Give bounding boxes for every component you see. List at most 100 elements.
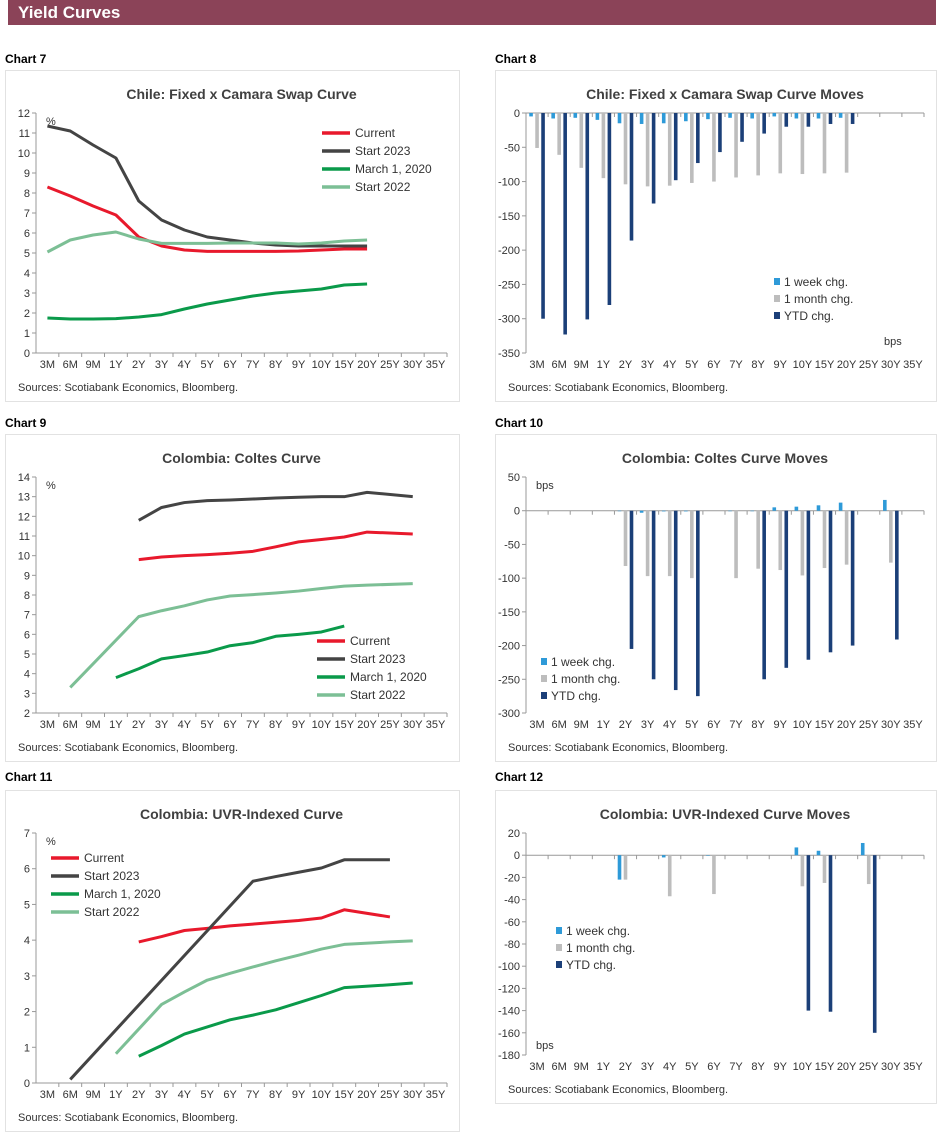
x-tick-label: 30Y — [403, 1089, 423, 1101]
x-tick-label: 1Y — [597, 359, 611, 371]
source-note: Sources: Scotiabank Economics, Bloomberg… — [508, 1084, 728, 1096]
x-tick-label: 2Y — [132, 359, 146, 371]
bar-1-week-chg- — [772, 507, 777, 511]
y-tick-label: -80 — [504, 939, 520, 951]
x-tick-label: 8Y — [269, 719, 283, 731]
bar-1-month-chg- — [667, 113, 672, 186]
x-tick-label: 7Y — [729, 359, 743, 371]
chart-svg: Chile: Fixed x Camara Swap Curve01234567… — [18, 86, 448, 394]
series-line-start-2023 — [138, 490, 413, 522]
x-tick-label: 8Y — [751, 359, 765, 371]
x-tick-label: 9Y — [292, 359, 306, 371]
bar-1-week-chg- — [838, 502, 843, 511]
y-tick-label: 14 — [18, 472, 30, 484]
bar-1-month-chg- — [889, 510, 893, 563]
bar-ytd-chg- — [850, 113, 855, 124]
y-tick-label: -200 — [498, 245, 520, 257]
x-tick-label: 7Y — [246, 719, 260, 731]
y-tick-label: 0 — [514, 506, 520, 518]
series-line-march-1-2020 — [115, 624, 345, 679]
bar-ytd-chg- — [696, 113, 700, 164]
y-tick-label: -300 — [498, 708, 520, 720]
bar-ytd-chg- — [629, 113, 634, 241]
y-tick-label: 4 — [24, 935, 30, 947]
x-tick-label: 7Y — [246, 359, 260, 371]
x-tick-label: 3M — [40, 359, 55, 371]
x-tick-label: 5Y — [201, 1089, 215, 1101]
bar-ytd-chg- — [784, 113, 789, 127]
bar-1-month-chg- — [734, 510, 738, 579]
y-tick-label: 11 — [19, 531, 30, 543]
y-tick-label: 5 — [24, 649, 30, 661]
chart-12-label: Chart 12 — [495, 770, 544, 784]
legend-label: 1 month chg. — [566, 941, 635, 955]
y-tick-label: -100 — [498, 177, 520, 189]
unit-label: % — [46, 836, 56, 848]
x-tick-label: 5Y — [201, 359, 215, 371]
bar-1-month-chg- — [778, 510, 783, 571]
bar-1-month-chg- — [844, 113, 849, 173]
series-line-start-2023 — [47, 124, 368, 248]
legend-label: Current — [355, 126, 396, 140]
y-tick-label: 7 — [24, 208, 30, 220]
x-tick-label: 10Y — [793, 359, 813, 371]
x-tick-label: 1Y — [109, 359, 123, 371]
chart-12: Colombia: UVR-Indexed Curve Moves -180 -16… — [495, 790, 937, 1104]
x-tick-label: 10Y — [312, 719, 332, 731]
legend-swatch — [541, 675, 547, 682]
y-tick-label: 8 — [24, 188, 30, 200]
bar-1-week-chg- — [706, 113, 710, 120]
series-line-start-2023 — [69, 858, 390, 1081]
x-tick-label: 10Y — [793, 1061, 813, 1073]
series-line-start-2022 — [114, 939, 413, 1055]
bar-ytd-chg- — [585, 113, 590, 320]
bar-1-month-chg- — [645, 510, 650, 577]
legend-label: YTD chg. — [784, 309, 834, 323]
bar-1-week-chg- — [639, 113, 644, 124]
x-tick-label: 3M — [529, 359, 544, 371]
bar-1-month-chg- — [756, 510, 760, 569]
bar-1-month-chg- — [822, 113, 827, 174]
x-tick-label: 20Y — [837, 1061, 857, 1073]
x-tick-label: 6M — [552, 359, 567, 371]
x-tick-label: 3Y — [155, 719, 169, 731]
x-tick-label: 20Y — [357, 719, 377, 731]
x-tick-label: 15Y — [815, 359, 835, 371]
bar-1-month-chg- — [866, 855, 871, 885]
bar-1-week-chg- — [728, 113, 732, 118]
y-tick-label: 0 — [514, 108, 520, 120]
bar-1-week-chg- — [661, 510, 666, 512]
y-tick-label: 1 — [24, 1042, 30, 1054]
x-tick-label: 15Y — [334, 359, 354, 371]
bar-1-week-chg- — [529, 113, 533, 117]
x-tick-label: 3M — [40, 1089, 55, 1101]
bar-ytd-chg- — [850, 510, 855, 646]
bar-ytd-chg- — [740, 113, 744, 142]
section-banner: Yield Curves — [8, 0, 936, 25]
y-tick-label: 6 — [24, 228, 30, 240]
bar-1-week-chg- — [860, 842, 865, 856]
chart-10: Colombia: Coltes Curve Moves -300 -250 -200… — [495, 434, 937, 762]
chart-8: Chile: Fixed x Camara Swap Curve Moves -3… — [495, 70, 937, 402]
bar-1-month-chg- — [800, 510, 805, 576]
bar-1-week-chg- — [794, 847, 799, 856]
y-tick-label: -50 — [504, 142, 520, 154]
y-tick-label: -300 — [498, 314, 520, 326]
bar-1-week-chg- — [617, 510, 622, 512]
x-tick-label: 9Y — [292, 719, 306, 731]
x-tick-label: 35Y — [903, 1061, 923, 1073]
x-tick-label: 3M — [529, 1061, 544, 1073]
bar-ytd-chg- — [696, 510, 700, 697]
y-tick-label: -100 — [498, 573, 520, 585]
unit-label: % — [46, 116, 56, 128]
x-tick-label: 2Y — [619, 719, 633, 731]
bar-1-week-chg- — [816, 850, 821, 856]
bar-ytd-chg- — [673, 510, 678, 691]
x-tick-label: 9M — [574, 719, 589, 731]
y-tick-label: 2 — [24, 1007, 30, 1019]
x-tick-label: 6Y — [223, 359, 237, 371]
bar-ytd-chg- — [541, 113, 545, 319]
bar-ytd-chg- — [828, 510, 833, 653]
chart-title: Colombia: Coltes Curve — [162, 450, 321, 466]
legend-label: Start 2022 — [84, 905, 140, 919]
